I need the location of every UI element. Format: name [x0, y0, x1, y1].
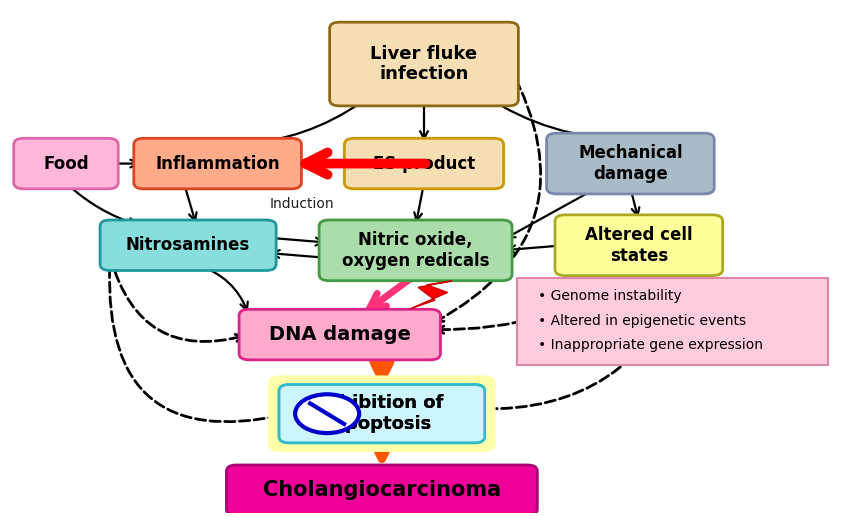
FancyBboxPatch shape: [14, 138, 118, 189]
Text: Inhibition of
apoptosis: Inhibition of apoptosis: [321, 394, 444, 433]
FancyBboxPatch shape: [516, 279, 828, 365]
FancyBboxPatch shape: [268, 376, 495, 452]
FancyBboxPatch shape: [547, 133, 714, 194]
FancyBboxPatch shape: [279, 384, 485, 443]
Text: Inhibition of
apoptosis: Inhibition of apoptosis: [321, 394, 444, 433]
Text: Altered cell
states: Altered cell states: [585, 226, 693, 265]
Polygon shape: [410, 281, 452, 309]
Text: Cholangiocarcinoma: Cholangiocarcinoma: [263, 480, 501, 500]
FancyBboxPatch shape: [330, 22, 518, 106]
FancyBboxPatch shape: [279, 384, 485, 443]
FancyBboxPatch shape: [344, 138, 504, 189]
FancyBboxPatch shape: [134, 138, 301, 189]
FancyBboxPatch shape: [239, 309, 440, 360]
Text: Food: Food: [43, 155, 89, 172]
Text: • Altered in epigenetic events: • Altered in epigenetic events: [538, 314, 746, 328]
Text: Mechanical
damage: Mechanical damage: [578, 144, 683, 183]
Text: ES product: ES product: [373, 155, 475, 172]
Text: Induction: Induction: [270, 198, 334, 212]
Text: • Genome instability: • Genome instability: [538, 289, 681, 303]
FancyBboxPatch shape: [555, 215, 722, 276]
Text: Liver fluke
infection: Liver fluke infection: [371, 44, 477, 84]
FancyBboxPatch shape: [319, 220, 512, 281]
Text: Nitric oxide,
oxygen redicals: Nitric oxide, oxygen redicals: [342, 231, 489, 270]
Text: Inflammation: Inflammation: [155, 155, 280, 172]
Circle shape: [295, 394, 360, 433]
FancyBboxPatch shape: [100, 220, 276, 270]
Text: • Inappropriate gene expression: • Inappropriate gene expression: [538, 338, 762, 352]
FancyBboxPatch shape: [226, 465, 538, 515]
Text: Nitrosamines: Nitrosamines: [126, 236, 250, 254]
Text: DNA damage: DNA damage: [269, 325, 410, 344]
